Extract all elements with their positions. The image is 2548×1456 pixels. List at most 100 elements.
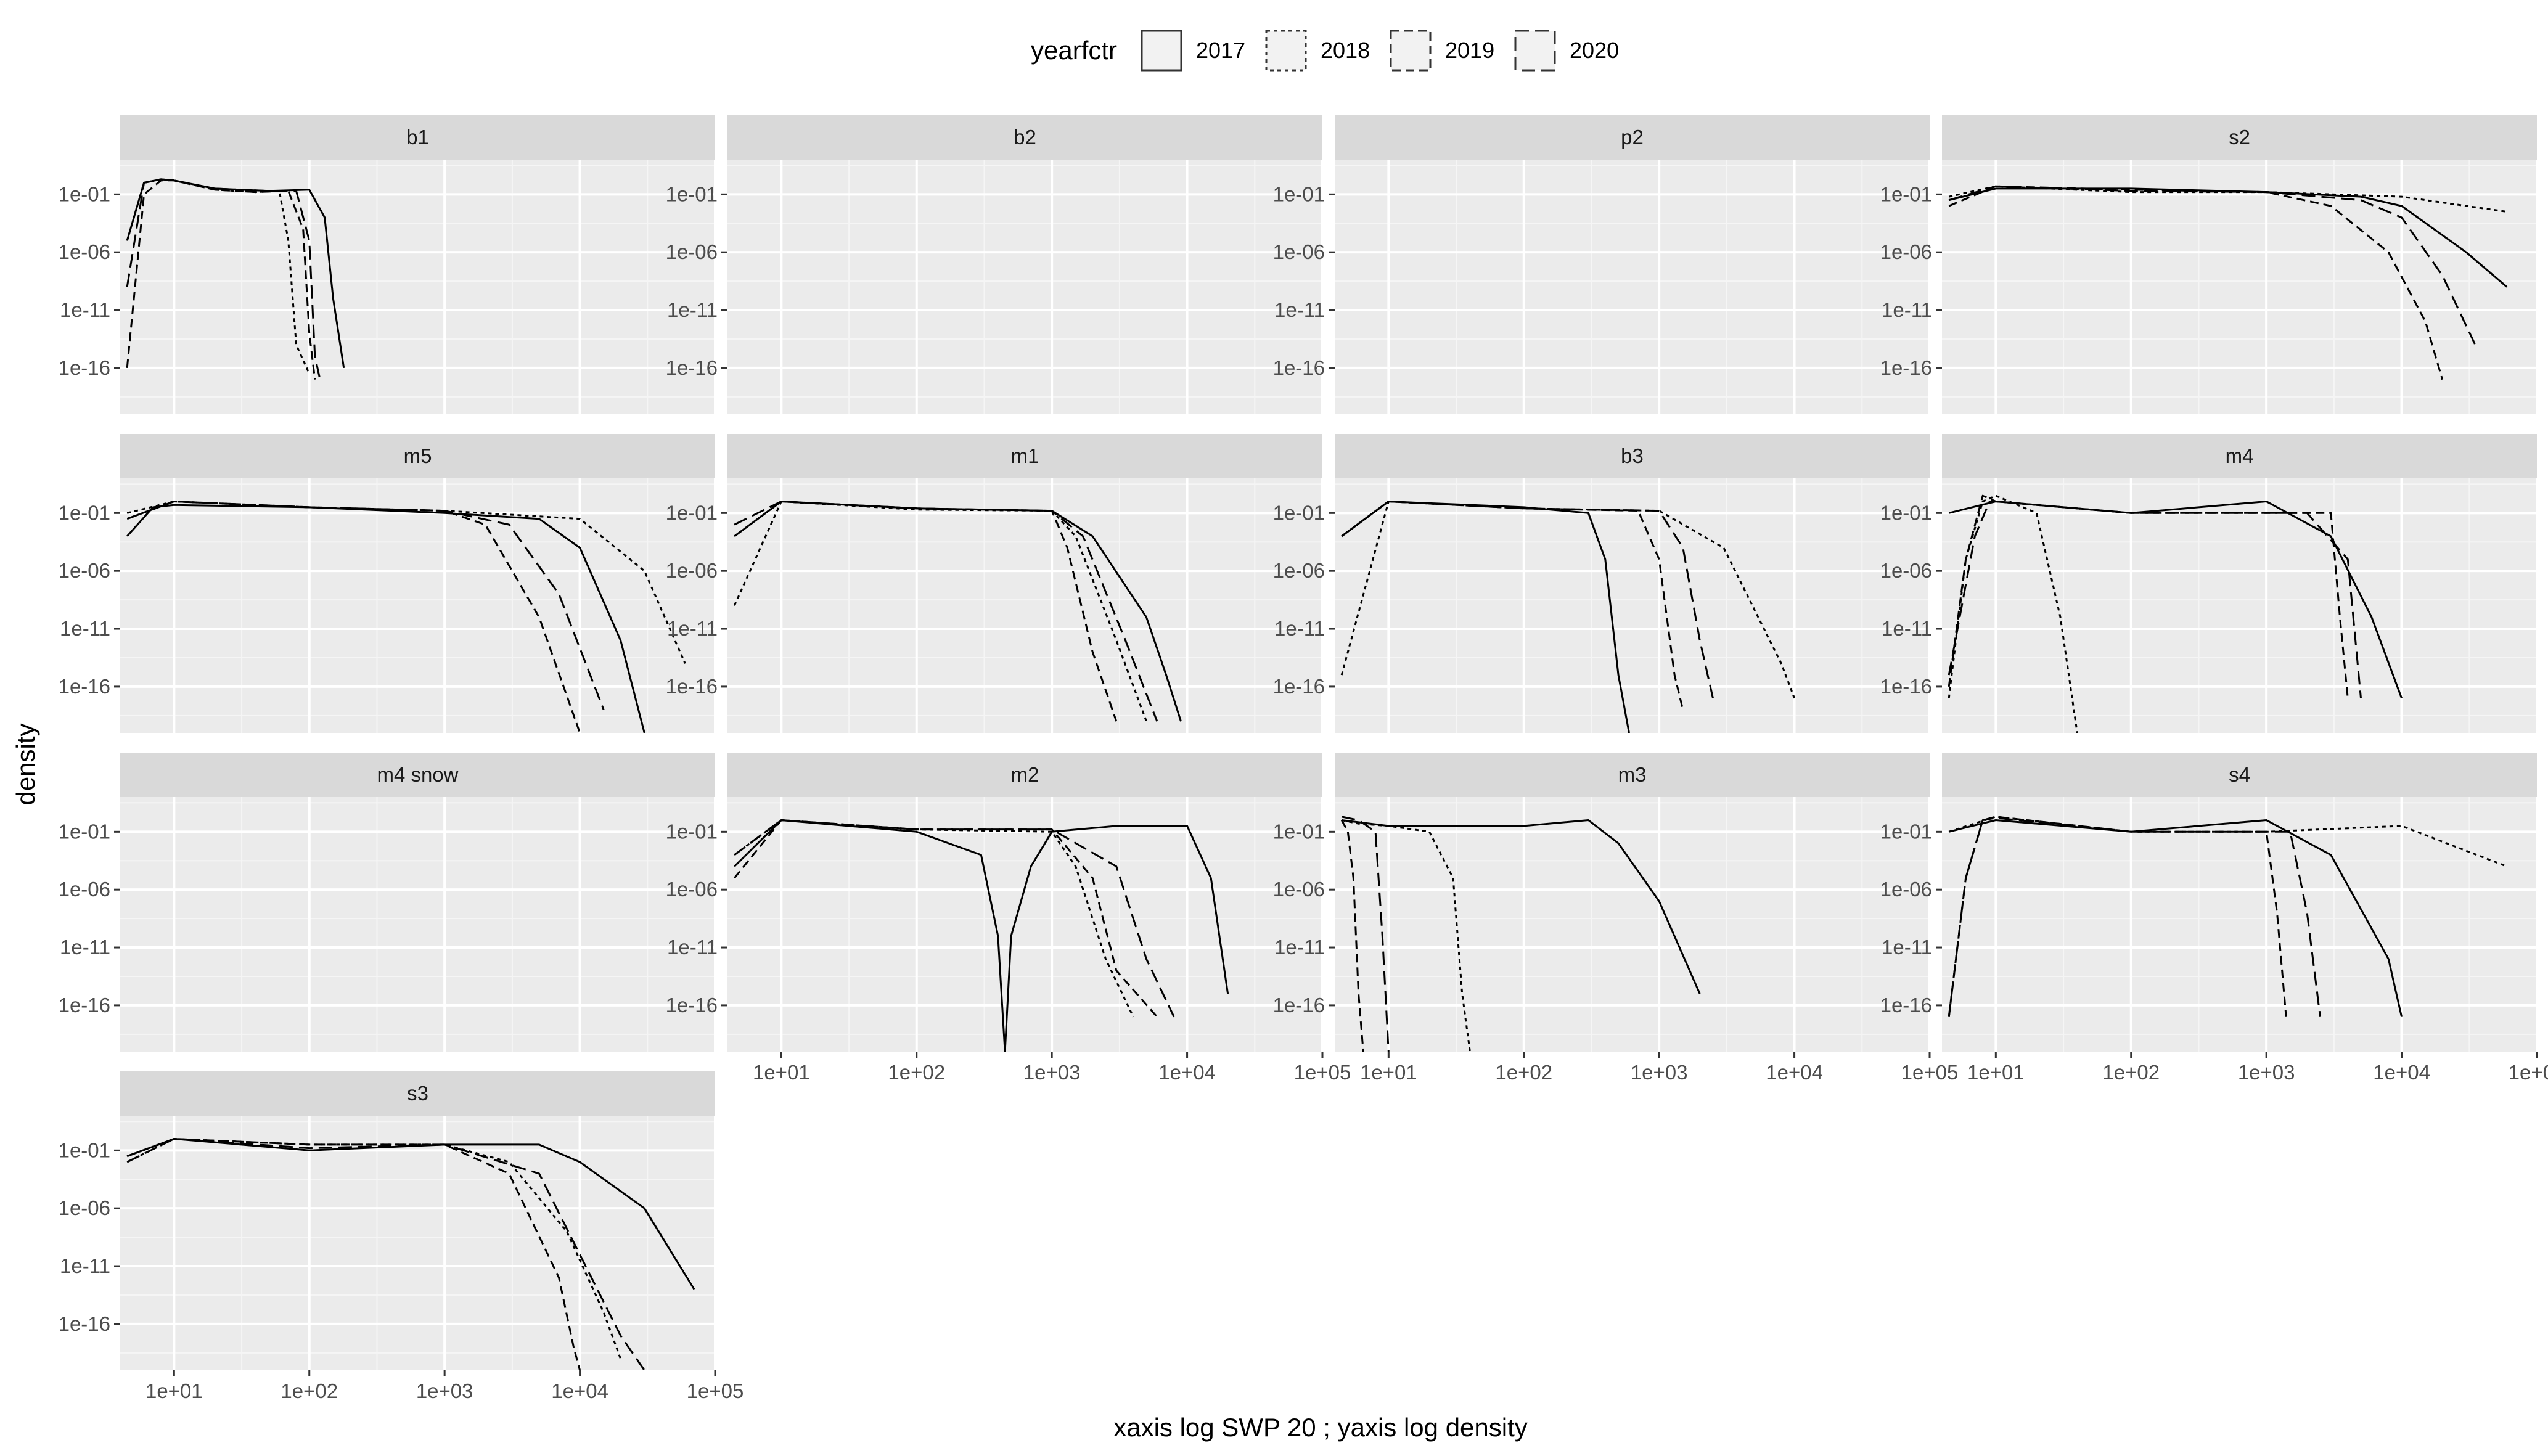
series-group [733, 501, 1182, 722]
y-tick-label: 1e-16 [1273, 356, 1325, 379]
y-tick-label: 1e-06 [59, 559, 110, 582]
strip-s2 [1942, 115, 2537, 160]
panel-b1: b1 1e-01 1e-06 1e-11 1e-16 [59, 115, 716, 414]
series-line-2020 [126, 501, 605, 711]
series-line-2020 [1948, 185, 2476, 346]
y-tick-label: 1e-01 [1880, 501, 1932, 524]
legend-entry-2017: 2017 [1141, 30, 1245, 72]
panel-m5: m5 1e-01 1e-06 1e-11 1e-16 [59, 434, 716, 733]
x-tick-label: 1e+05 [1294, 1061, 1351, 1084]
x-tick-label: 1e+05 [2509, 1061, 2548, 1084]
x-tick-label: 1e+03 [1631, 1061, 1688, 1084]
y-tick-label: 1e-16 [59, 675, 110, 698]
strip-label-b2: b2 [1014, 126, 1036, 149]
y-axis-title: density [11, 723, 40, 805]
legend-entry-2018: 2018 [1265, 30, 1370, 72]
series-line-2017 [126, 1138, 695, 1290]
panel-m1: m1 1e-01 1e-06 1e-11 1e-16 [666, 434, 1324, 733]
y-tick-label: 1e-06 [666, 878, 718, 901]
series-line-2020 [1948, 817, 2321, 1017]
y-tick-label: 1e-06 [666, 559, 718, 582]
strip-label-p2: p2 [1621, 126, 1644, 149]
series-group [1948, 816, 2507, 1018]
strip-label-m1: m1 [1011, 444, 1039, 467]
x-tick-label: 1e+01 [145, 1380, 203, 1402]
plot-background [1335, 797, 1930, 1052]
plot-background [120, 478, 715, 733]
series-line-2019 [734, 819, 1158, 1018]
y-tick-label: 1e-16 [59, 994, 110, 1016]
y-tick-label: 1e-01 [1273, 820, 1325, 843]
strip-p2 [1335, 115, 1930, 160]
y-tick-label: 1e-11 [60, 1254, 110, 1277]
strip-m4-snow [120, 753, 715, 797]
series-line-2019 [1340, 819, 1364, 1052]
y-tick-label: 1e-01 [59, 820, 110, 843]
y-tick-label: 1e-06 [1273, 878, 1325, 901]
y-tick-label: 1e-11 [667, 617, 718, 640]
series-line-2017 [734, 819, 1229, 1052]
plot-background [120, 797, 715, 1052]
series-line-2020 [126, 178, 321, 380]
strip-b1 [120, 115, 715, 160]
plot-background [120, 1116, 715, 1370]
legend-key-2018 [1265, 30, 1307, 72]
series-line-2017 [1948, 819, 2403, 1018]
series-line-2020 [1341, 816, 1390, 1052]
x-tick-label: 1e+01 [753, 1061, 810, 1084]
x-tick-label: 1e+05 [687, 1380, 744, 1402]
strip-label-m4: m4 [2226, 444, 2254, 467]
plot-background [1942, 797, 2537, 1052]
series-line-2018 [1948, 494, 2078, 733]
x-tick-label: 1e+02 [888, 1061, 945, 1084]
x-tick-label: 1e+04 [2373, 1061, 2430, 1084]
y-tick-label: 1e-11 [667, 936, 718, 959]
strip-label-m2: m2 [1011, 763, 1039, 786]
legend-title: yearfctr [1031, 36, 1117, 65]
series-line-2020 [1341, 501, 1714, 699]
plot-background [1942, 478, 2537, 733]
legend-label-2019: 2019 [1445, 38, 1494, 63]
series-line-2018 [1341, 819, 1471, 1052]
strip-b3 [1335, 434, 1930, 478]
strip-label-b1: b1 [406, 126, 429, 149]
strip-m1 [727, 434, 1322, 478]
strip-label-m4-snow: m4 snow [377, 763, 458, 786]
y-tick-label: 1e-11 [60, 298, 110, 321]
legend-label-2017: 2017 [1196, 38, 1245, 63]
y-tick-label: 1e-11 [1882, 936, 1932, 959]
series-line-2018 [734, 819, 1134, 1018]
y-tick-label: 1e-01 [1273, 182, 1325, 205]
series-line-2017 [1342, 819, 1701, 994]
series-line-2020 [734, 819, 1175, 1018]
x-tick-label: 1e+02 [2102, 1061, 2160, 1084]
series-line-2019 [1948, 494, 2349, 698]
y-tick-label: 1e-06 [1273, 559, 1325, 582]
panel-b2: b2 1e-01 1e-06 1e-11 1e-16 [666, 115, 1324, 414]
y-tick-label: 1e-16 [1880, 356, 1932, 379]
x-tick-label: 1e+01 [1360, 1061, 1417, 1084]
y-tick-label: 1e-16 [1880, 994, 1932, 1016]
strip-label-b3: b3 [1621, 444, 1644, 467]
y-tick-label: 1e-01 [1273, 501, 1325, 524]
plot-background [727, 160, 1322, 414]
strip-m5 [120, 434, 715, 478]
y-tick-label: 1e-06 [59, 1196, 110, 1219]
y-tick-label: 1e-16 [59, 1312, 110, 1335]
y-tick-label: 1e-06 [1273, 240, 1325, 263]
legend-label-2020: 2020 [1570, 38, 1619, 63]
y-tick-label: 1e-16 [59, 356, 110, 379]
series-line-2020 [734, 501, 1158, 722]
panel-s4: s4 1e-01 1e-06 1e-11 1e-16 1e+01 1e+02 1e+03 1e+… [1880, 753, 2548, 1084]
series-group [126, 178, 345, 380]
y-tick-label: 1e-11 [60, 617, 110, 640]
series-line-2020 [1948, 501, 2362, 698]
series-line-2019 [1341, 501, 1684, 710]
x-axis-title: xaxis log SWP 20 ; yaxis log density [1113, 1413, 1528, 1442]
y-tick-label: 1e-01 [59, 182, 110, 205]
series-group [1340, 816, 1701, 1052]
x-tick-label: 1e+01 [1967, 1061, 2025, 1084]
y-tick-label: 1e-16 [666, 356, 718, 379]
panel-m2: m2 1e-01 1e-06 1e-11 1e-16 1e+01 1e+02 1e+03 1e+… [666, 753, 1351, 1084]
x-tick-label: 1e+04 [1158, 1061, 1216, 1084]
